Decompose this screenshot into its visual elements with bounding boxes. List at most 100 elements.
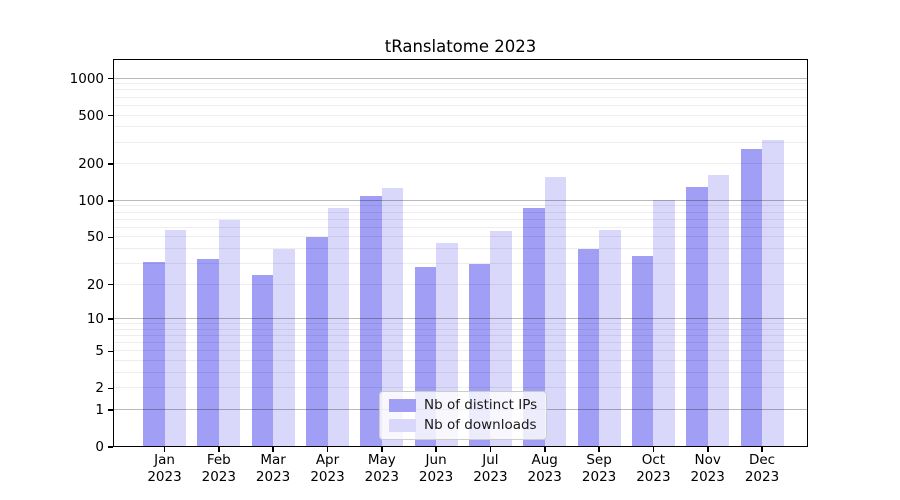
x-tick-label-jul: Jul 2023 [473, 452, 508, 485]
x-tick-mark [163, 447, 166, 452]
gridline-minor [113, 83, 808, 85]
x-tick-label-mar: Mar 2023 [255, 452, 291, 485]
x-tick-mark [489, 447, 492, 452]
gridline-minor [113, 328, 808, 330]
x-tick-mark [598, 447, 600, 452]
gridline-minor [113, 350, 808, 352]
gridline-minor [113, 236, 808, 238]
x-tick-label-may: May 2023 [364, 452, 399, 485]
chart-title: tRanslatome 2023 [384, 37, 537, 56]
y-tick-label: 100 [78, 192, 104, 209]
bar-distinct-ips-oct [631, 255, 654, 447]
x-tick-label-apr: Apr 2023 [310, 452, 345, 485]
y-tick-mark [108, 77, 113, 80]
bar-distinct-ips-aug [523, 208, 545, 447]
bar-downloads-nov [707, 175, 730, 447]
bar-distinct-ips-may [360, 195, 382, 447]
bar-distinct-ips-feb [197, 258, 219, 447]
bar-distinct-ips-apr [306, 237, 328, 447]
x-tick-label-jun: Jun 2023 [418, 452, 454, 485]
gridline-minor [113, 335, 808, 337]
x-tick-label-sep: Sep 2023 [581, 452, 617, 485]
gridline-minor [113, 89, 808, 91]
x-tick-mark [652, 447, 655, 452]
gridline-minor [113, 205, 808, 207]
bar-downloads-aug [544, 176, 567, 447]
y-tick-label: 5 [95, 343, 104, 360]
bar-downloads-apr [327, 208, 349, 447]
x-tick-mark [544, 447, 546, 452]
y-tick-label: 500 [78, 107, 104, 124]
gridline-minor [113, 387, 808, 389]
gridline-minor [113, 96, 808, 98]
x-tick-label-feb: Feb 2023 [201, 452, 236, 485]
x-tick-label-aug: Aug 2023 [527, 452, 562, 485]
y-tick-mark [108, 163, 113, 165]
gridline-major [113, 199, 808, 201]
gridline-minor [113, 141, 808, 143]
gridline-minor [113, 262, 808, 264]
bar-distinct-ips-dec [740, 148, 762, 447]
x-tick-label-jan: Jan 2023 [147, 452, 182, 485]
gridline-major [113, 318, 808, 320]
gridline-major [113, 77, 808, 79]
legend-row-distinct-ips: Nb of distinct IPs [389, 397, 537, 413]
gridline-minor [113, 283, 808, 285]
y-tick-mark [108, 446, 113, 448]
y-tick-label: 50 [86, 229, 104, 246]
gridline-minor [113, 163, 808, 165]
bar-distinct-ips-nov [686, 186, 708, 447]
y-tick-label: 10 [86, 311, 104, 328]
y-tick-label: 1 [95, 402, 104, 418]
bar-downloads-oct [653, 199, 675, 447]
legend: Nb of distinct IPs Nb of downloads [379, 391, 548, 440]
x-tick-mark [707, 447, 709, 452]
legend-label-downloads: Nb of downloads [424, 417, 537, 433]
y-tick-label: 2 [95, 380, 104, 397]
bar-distinct-ips-jan [143, 262, 165, 447]
bar-downloads-feb [218, 220, 241, 447]
gridline-minor [113, 114, 808, 116]
plot-area [113, 59, 808, 447]
gridline-minor [113, 372, 808, 374]
bar-downloads-jan [164, 229, 186, 447]
bar-downloads-mar [273, 249, 295, 447]
y-tick-mark [108, 283, 113, 286]
x-tick-mark [381, 447, 383, 452]
bar-downloads-sep [599, 229, 621, 447]
y-tick-mark [108, 387, 113, 390]
y-tick-label: 200 [78, 156, 104, 173]
y-tick-mark [108, 318, 113, 320]
x-tick-mark [218, 447, 220, 452]
y-tick-mark [108, 350, 113, 353]
x-tick-label-dec: Dec 2023 [744, 452, 780, 485]
legend-row-downloads: Nb of downloads [389, 417, 537, 433]
gridline-minor [113, 126, 808, 128]
x-tick-label-nov: Nov 2023 [690, 452, 725, 485]
bar-downloads-may [381, 188, 404, 447]
gridline-minor [113, 323, 808, 325]
y-tick-label: 0 [95, 439, 104, 455]
gridline-minor [113, 342, 808, 344]
bar-distinct-ips-mar [251, 275, 274, 447]
x-tick-mark [326, 447, 329, 452]
legend-label-distinct-ips: Nb of distinct IPs [424, 397, 538, 413]
gridline-minor [113, 226, 808, 228]
gridline-minor [113, 248, 808, 249]
gridline-minor [113, 218, 808, 220]
y-tick-label: 1000 [69, 70, 104, 87]
x-tick-mark [761, 447, 763, 452]
gridline-minor [113, 360, 808, 362]
bar-distinct-ips-sep [577, 249, 600, 447]
x-tick-mark [435, 447, 437, 452]
y-tick-mark [108, 236, 113, 239]
gridline-minor [113, 211, 808, 213]
x-tick-label-oct: Oct 2023 [636, 452, 671, 485]
bar-downloads-dec [762, 140, 784, 447]
x-tick-mark [272, 447, 274, 452]
legend-swatch-downloads [389, 418, 416, 432]
legend-swatch-distinct-ips [389, 398, 416, 412]
y-tick-mark [108, 409, 113, 411]
y-tick-mark [108, 200, 113, 202]
